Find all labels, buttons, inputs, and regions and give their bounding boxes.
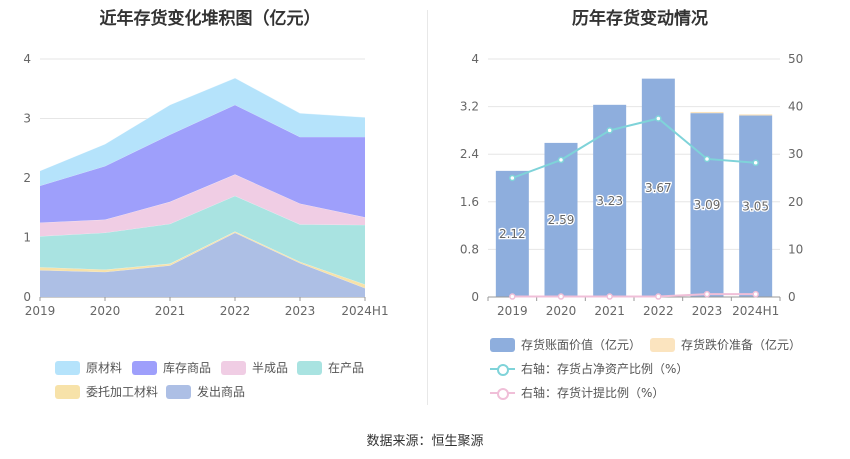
- legend-item-consigned-materials[interactable]: 委托加工材料: [55, 383, 158, 400]
- bar-inventory-value: [495, 170, 529, 297]
- x-tick-label: 2021: [155, 304, 186, 318]
- x-tick-label: 2020: [546, 304, 577, 318]
- left-chart-title: 近年存货变化堆积图（亿元）: [99, 9, 321, 29]
- legend-label: 库存商品: [163, 361, 212, 375]
- y-tick-label: 4: [23, 52, 31, 66]
- stacked-area-chart: 0 1 2 3 4 2019 2020 2021 2022 2023 2024H1: [23, 52, 388, 318]
- x-tick-label: 2019: [25, 304, 56, 318]
- x-tick-label: 2022: [643, 304, 674, 318]
- legend-swatch: [166, 384, 191, 399]
- area-在产品: [40, 195, 365, 285]
- y-tick-label: 2: [23, 171, 31, 185]
- point-provision-ratio: [655, 293, 662, 300]
- bar-data-label: 3.67: [645, 181, 672, 195]
- legend-label: 存货跌价准备（亿元）: [681, 338, 802, 352]
- legend-label: 存货账面价值（亿元）: [521, 338, 642, 352]
- y-right-tick-label: 30: [788, 147, 803, 161]
- point-provision-ratio: [557, 293, 565, 300]
- legend-swatch: [650, 337, 675, 352]
- legend-label: 在产品: [328, 361, 365, 375]
- bar-data-label: 2.12: [499, 227, 526, 241]
- bar-data-label: 3.23: [596, 194, 623, 208]
- legend-item-inventory-value[interactable]: 存货账面价值（亿元）: [490, 336, 641, 353]
- point-provision-ratio: [703, 290, 711, 298]
- legend-line-swatch: [490, 386, 515, 400]
- bar-impairment: [739, 114, 773, 116]
- legend-item-impairment[interactable]: 存货跌价准备（亿元）: [650, 336, 801, 353]
- bar-inventory-value: [641, 78, 675, 297]
- legend-label: 半成品: [252, 361, 289, 375]
- legend-label: 原材料: [86, 361, 123, 375]
- y-right-tick-label: 50: [788, 52, 803, 66]
- x-tick-label: 2024H1: [341, 304, 388, 318]
- bar-data-label: 3.05: [742, 199, 769, 213]
- bar-inventory-value: [690, 113, 724, 298]
- x-tick-label: 2023: [285, 304, 316, 318]
- legend-item-finished-goods[interactable]: 库存商品: [132, 359, 211, 376]
- y-tick-label: 3: [23, 112, 31, 126]
- point-net-asset-ratio: [752, 159, 759, 167]
- legend-swatch: [55, 384, 80, 399]
- y-right-tick-label: 0: [788, 290, 796, 304]
- y-left-tick-label: 0: [471, 290, 479, 304]
- legend-item-shipped-goods[interactable]: 发出商品: [166, 383, 245, 400]
- legend-label: 委托加工材料: [86, 385, 159, 399]
- point-net-asset-ratio: [703, 155, 711, 163]
- legend-swatch: [221, 360, 246, 375]
- y-right-tick-label: 10: [788, 242, 803, 256]
- legend-swatch: [55, 360, 80, 375]
- y-left-tick-label: 4: [471, 52, 479, 66]
- line-net-asset-ratio: [511, 117, 756, 179]
- right-chart-title: 历年存货变动情况: [572, 9, 708, 29]
- bar-inventory-value: [739, 115, 773, 298]
- legend-item-semi-finished[interactable]: 半成品: [221, 359, 288, 376]
- legend-item-raw-material[interactable]: 原材料: [55, 359, 122, 376]
- point-provision-ratio: [509, 293, 516, 300]
- bar-data-label: 3.09: [694, 198, 721, 212]
- area-原材料: [40, 78, 365, 186]
- area-半成品: [40, 174, 365, 237]
- point-net-asset-ratio: [509, 174, 516, 182]
- y-left-tick-label: 1.6: [460, 195, 479, 209]
- x-tick-label: 2023: [692, 304, 723, 318]
- area-edge-发出商品: [39, 232, 366, 289]
- y-tick-label: 0: [23, 290, 31, 304]
- y-left-tick-label: 0.8: [460, 242, 479, 256]
- y-left-tick-label: 2.4: [460, 147, 479, 161]
- legend-item-provision-ratio[interactable]: 右轴：存货计提比例（%）: [490, 384, 664, 401]
- legend-item-wip[interactable]: 在产品: [297, 359, 364, 376]
- legend-line-swatch: [490, 362, 515, 376]
- data-source: 数据来源：恒生聚源: [366, 434, 484, 449]
- y-left-tick-label: 3.2: [460, 100, 479, 114]
- x-tick-label: 2020: [90, 304, 121, 318]
- legend-swatch: [132, 360, 157, 375]
- y-right-tick-label: 40: [788, 100, 803, 114]
- panel-divider: [427, 10, 428, 405]
- point-net-asset-ratio: [557, 156, 565, 164]
- legend-swatch: [490, 337, 515, 352]
- point-net-asset-ratio: [606, 127, 613, 134]
- legend-label: 发出商品: [197, 385, 246, 399]
- line-provision-ratio: [512, 293, 756, 298]
- bar-line-chart: 00.81.62.43.24010203040502.122.593.233.6…: [460, 52, 803, 318]
- legend-label: 右轴：存货占净资产比例（%）: [521, 362, 689, 376]
- legend-swatch: [297, 360, 322, 375]
- x-tick-label: 2022: [220, 304, 251, 318]
- x-tick-label: 2019: [497, 304, 528, 318]
- point-net-asset-ratio: [655, 115, 662, 122]
- area-库存商品: [40, 104, 365, 223]
- area-edge-原材料: [39, 77, 366, 172]
- bar-inventory-value: [544, 142, 578, 297]
- point-provision-ratio: [752, 290, 759, 298]
- y-tick-label: 1: [23, 231, 31, 245]
- legend-label: 右轴：存货计提比例（%）: [521, 386, 665, 400]
- legend-item-net-asset-ratio[interactable]: 右轴：存货占净资产比例（%）: [490, 360, 688, 377]
- area-发出商品: [40, 232, 365, 297]
- point-provision-ratio: [606, 293, 613, 300]
- y-right-tick-label: 20: [788, 195, 803, 209]
- bar-impairment: [690, 111, 724, 114]
- bar-data-label: 2.59: [548, 213, 575, 227]
- x-tick-label: 2021: [594, 304, 625, 318]
- x-tick-label: 2024H1: [732, 304, 779, 318]
